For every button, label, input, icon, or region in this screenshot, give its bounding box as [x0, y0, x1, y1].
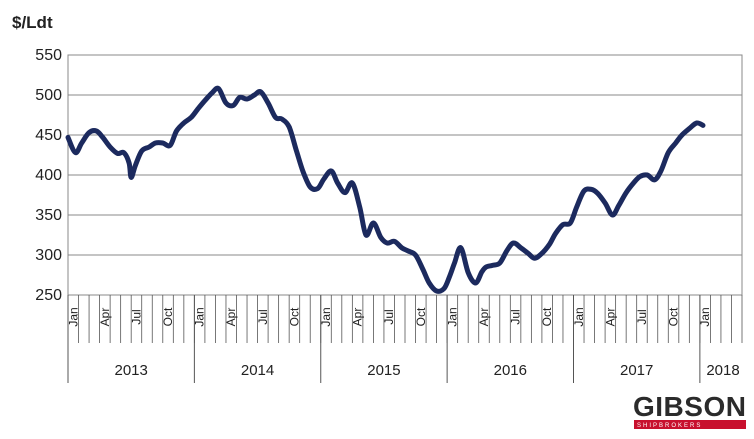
month-tick-label: Apr — [351, 308, 365, 327]
logo-bar — [634, 420, 746, 429]
gibson-logo: GIBSON SHIPBROKERS — [633, 391, 746, 429]
month-tick-label: Apr — [603, 308, 617, 327]
month-tick-label: Oct — [540, 307, 554, 326]
month-tick-label: Jul — [635, 309, 649, 324]
y-tick-label: 300 — [35, 247, 62, 264]
month-tick-label: Apr — [98, 308, 112, 327]
year-label: 2016 — [494, 362, 527, 379]
series-line — [65, 85, 706, 294]
y-tick-label: 250 — [35, 287, 62, 304]
month-tick-label: Apr — [477, 308, 491, 327]
month-tick-label: Jan — [698, 307, 712, 326]
logo-subtext: SHIPBROKERS — [637, 423, 702, 429]
y-unit-label: $/Ldt — [12, 13, 53, 32]
month-tick-label: Jan — [445, 307, 459, 326]
month-tick-label: Jul — [382, 309, 396, 324]
y-tick-label: 400 — [35, 167, 62, 184]
y-tick-labels: 250 300 350 400 450 500 550 — [35, 47, 62, 304]
series-lines — [65, 85, 706, 294]
gridlines — [67, 54, 743, 296]
month-tick-label: Jan — [572, 307, 586, 326]
month-tick-label: Jul — [509, 309, 523, 324]
year-label: 2015 — [367, 362, 400, 379]
x-axis: Jan Apr Jul Oct Jan Apr Jul Oct Jan Apr Jul Oct Jan A… — [66, 295, 743, 383]
month-tick-label: Jul — [129, 309, 143, 324]
y-tick-label: 500 — [35, 87, 62, 104]
year-label: 2017 — [620, 362, 653, 379]
month-tick-label: Oct — [667, 307, 681, 326]
month-tick-label: Jan — [66, 307, 80, 326]
month-tick-label: Jan — [319, 307, 333, 326]
year-label: 2018 — [706, 362, 739, 379]
month-tick-label: Jul — [256, 309, 270, 324]
month-tick-label: Jan — [193, 307, 207, 326]
month-tick-label: Oct — [414, 307, 428, 326]
year-label: 2013 — [115, 362, 148, 379]
year-label: 2014 — [241, 362, 274, 379]
y-tick-label: 450 — [35, 127, 62, 144]
month-tick-label: Oct — [287, 307, 301, 326]
y-tick-label: 550 — [35, 47, 62, 64]
month-tick-label: Apr — [224, 308, 238, 327]
month-tick-label: Oct — [161, 307, 175, 326]
logo-text: GIBSON — [633, 391, 746, 422]
y-tick-label: 350 — [35, 207, 62, 224]
